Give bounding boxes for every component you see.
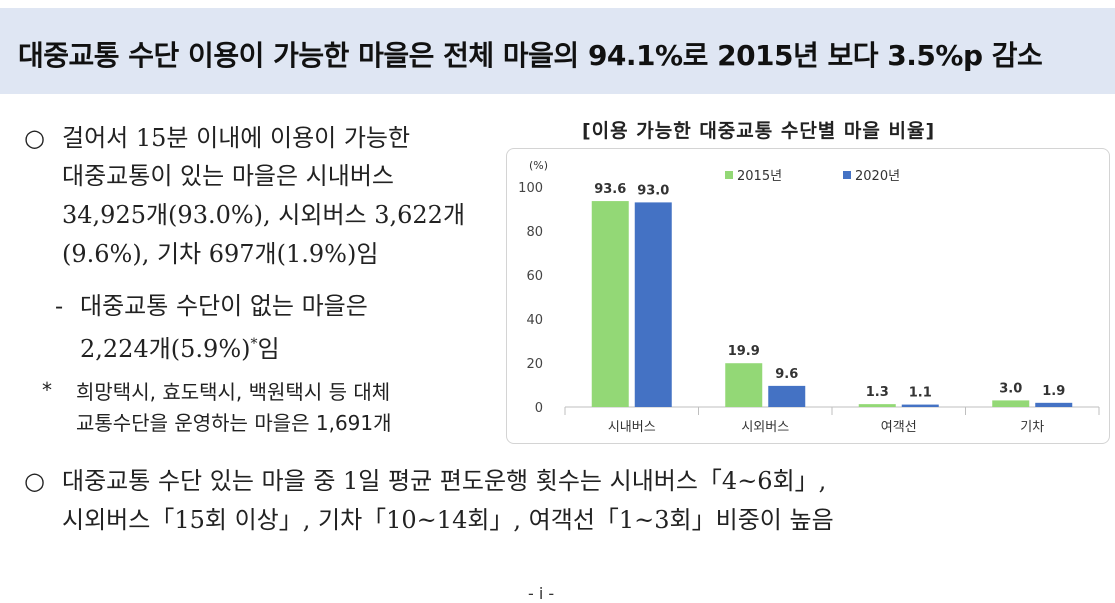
paragraph-line-2: 대중교통이 있는 마을은 시내버스 [62, 162, 395, 190]
paragraph-line-1: 걸어서 15분 이내에 이용이 가능한 [62, 124, 411, 152]
bar [858, 404, 896, 407]
note-line-2: 교통수단을 운영하는 마을은 1,691개 [76, 411, 392, 435]
legend-swatch [843, 171, 851, 179]
bar [768, 385, 806, 407]
y-tick-label: 100 [518, 181, 543, 196]
data-label: 93.6 [594, 182, 626, 197]
paragraph-line-4: (9.6%), 기차 697개(1.9%)임 [62, 240, 379, 268]
y-tick-label: 20 [526, 357, 543, 372]
bottom-line-2: 시외버스「15회 이상」, 기차「10~14회」, 여객선「1~3회」비중이 높… [62, 506, 834, 534]
sub-line-2: 2,224개(5.9%)*임 [80, 335, 280, 363]
data-label: 1.9 [1042, 384, 1065, 399]
x-tick-label: 기차 [1020, 420, 1044, 435]
legend-label: 2015년 [737, 169, 782, 184]
page-title: 대중교통 수단 이용이 가능한 마을은 전체 마을의 94.1%로 2015년 … [18, 39, 1043, 72]
note-star: * [42, 378, 52, 402]
x-tick-label: 여객선 [881, 420, 917, 435]
legend-label: 2020년 [855, 169, 900, 184]
data-label: 9.6 [775, 367, 798, 382]
chart-frame: (%) 0 20 40 60 80 100 2015년 2020년 93.6 93.0 시내버스 19.… [506, 148, 1110, 444]
data-label: 1.1 [909, 386, 932, 401]
page-number: - i - [528, 584, 555, 603]
data-label: 19.9 [728, 344, 760, 359]
paragraph-line-3: 34,925개(93.0%), 시외버스 3,622개 [62, 201, 466, 229]
y-tick-label: 80 [526, 225, 543, 240]
data-label: 93.0 [637, 183, 669, 198]
chart-title: [이용 가능한 대중교통 수단별 마을 비율] [582, 120, 936, 142]
y-tick-label: 60 [526, 269, 543, 284]
y-tick-label: 40 [526, 313, 543, 328]
sub-line-1: 대중교통 수단이 없는 마을은 [80, 292, 368, 320]
data-label: 1.3 [866, 385, 889, 400]
sub-dash: - [55, 292, 64, 320]
bar [901, 404, 939, 407]
bar [634, 202, 672, 407]
x-tick-label: 시외버스 [741, 420, 789, 435]
bullet-marker: ○ [24, 124, 45, 152]
bar-chart: (%) 0 20 40 60 80 100 2015년 2020년 93.6 93.0 시내버스 19.… [518, 159, 1100, 435]
bar [725, 363, 763, 407]
x-tick-label: 시내버스 [608, 420, 656, 435]
bar [992, 400, 1030, 407]
y-unit-label: (%) [529, 159, 548, 172]
bar [591, 201, 629, 407]
title-banner: 대중교통 수단 이용이 가능한 마을은 전체 마을의 94.1%로 2015년 … [0, 8, 1115, 94]
legend-swatch [725, 171, 733, 179]
y-tick-label: 0 [535, 401, 543, 416]
data-label: 3.0 [999, 381, 1022, 396]
bar [1035, 402, 1073, 407]
bottom-line-1: 대중교통 수단 있는 마을 중 1일 평균 편도운행 횟수는 시내버스「4~6회… [62, 467, 827, 495]
bottom-bullet: ○ [24, 467, 45, 495]
footnote-mark: * [250, 336, 258, 352]
note-line-1: 희망택시, 효도택시, 백원택시 등 대체 [76, 380, 391, 404]
